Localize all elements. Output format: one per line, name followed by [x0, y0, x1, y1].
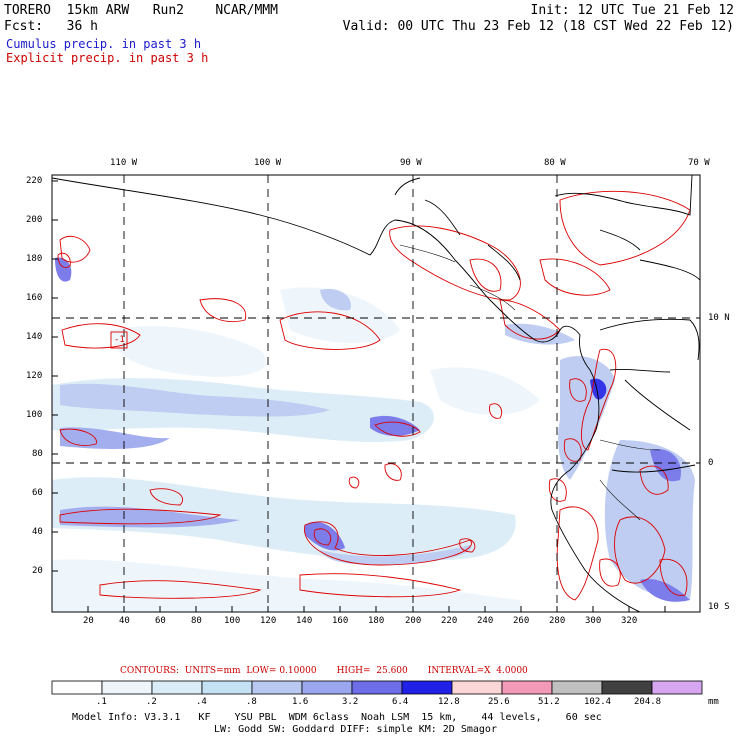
colorbar-label: .1: [96, 697, 107, 707]
lon-label-100w: 100 W: [254, 158, 282, 168]
colorbar-swatch: [301, 680, 353, 695]
color-bar: [51, 680, 703, 695]
colorbar-label: 12.8: [438, 697, 460, 707]
marker-box-label: -1: [114, 335, 125, 345]
lon-label-80w: 80 W: [544, 158, 566, 168]
lon-label-110w: 110 W: [110, 158, 138, 168]
x-tick-label: 100: [224, 616, 241, 626]
y-tick-label: 20: [32, 566, 43, 576]
y-tick-label: 220: [26, 176, 43, 186]
colorbar-swatch: [601, 680, 653, 695]
colorbar-swatch: [101, 680, 153, 695]
colorbar-label: 6.4: [392, 697, 409, 707]
y-tick-label: 80: [32, 449, 43, 459]
x-tick-label: 180: [368, 616, 385, 626]
lat-label-0: 0: [708, 458, 714, 468]
x-tick-label: 80: [191, 616, 202, 626]
y-tick-label: 180: [26, 254, 43, 264]
coastlines: [51, 174, 701, 613]
model-info: Model Info: V3.3.1 KF YSU PBL WDM 6class…: [72, 712, 602, 723]
x-tick-label: 300: [585, 616, 602, 626]
x-tick-label: 140: [296, 616, 313, 626]
y-tick-label: 40: [32, 527, 43, 537]
physics-info: LW: Godd SW: Goddard DIFF: simple KM: 2D…: [214, 724, 497, 735]
country-borders: [399, 244, 661, 521]
colorbar-swatch: [401, 680, 453, 695]
x-tick-label: 160: [332, 616, 349, 626]
x-tick-label: 200: [405, 616, 422, 626]
colorbar-swatch: [501, 680, 553, 695]
colorbar-label: 25.6: [488, 697, 510, 707]
init-time: Init: 12 UTC Tue 21 Feb 12: [530, 3, 735, 18]
colorbar-label: .2: [146, 697, 157, 707]
explicit-precip-label: Explicit precip. in past 3 h: [6, 51, 209, 65]
y-tick-label: 120: [26, 371, 43, 381]
colorbar-swatch: [651, 680, 703, 695]
y-tick-label: 200: [26, 215, 43, 225]
colorbar-label: 102.4: [584, 697, 612, 707]
model-title: TORERO 15km ARW Run2 NCAR/MMM: [4, 3, 278, 18]
x-tick-label: 240: [477, 616, 494, 626]
x-tick-label: 320: [621, 616, 638, 626]
colorbar-label: 204.8: [634, 697, 662, 707]
forecast-hour: Fcst: 36 h: [4, 19, 98, 34]
colorbar-swatch: [201, 680, 253, 695]
cumulus-precip-label: Cumulus precip. in past 3 h: [6, 37, 202, 51]
colorbar-units: mm: [708, 697, 719, 707]
lon-label-70w: 70 W: [688, 158, 710, 168]
colorbar-swatch: [151, 680, 203, 695]
contour-info: CONTOURS: UNITS=mm LOW= 0.10000 HIGH= 25…: [120, 666, 528, 676]
colorbar-swatch: [251, 680, 303, 695]
y-tick-label: 140: [26, 332, 43, 342]
y-tick-label: 60: [32, 488, 43, 498]
colorbar-label: .8: [246, 697, 257, 707]
colorbar-swatch: [351, 680, 403, 695]
colorbar-label: 51.2: [538, 697, 560, 707]
colorbar-swatch: [51, 680, 103, 695]
lon-label-90w: 90 W: [400, 158, 422, 168]
lat-label-10n: 10 N: [708, 313, 730, 323]
y-tick-label: 160: [26, 293, 43, 303]
x-tick-label: 20: [83, 616, 94, 626]
x-tick-label: 220: [441, 616, 458, 626]
bottom-ticks: [87, 606, 666, 612]
lat-label-10s: 10 S: [708, 602, 730, 612]
colorbar-swatch: [451, 680, 503, 695]
grid-marker-box: [110, 331, 128, 349]
colorbar-label: 1.6: [292, 697, 309, 707]
colorbar-label: .4: [196, 697, 207, 707]
y-tick-label: 100: [26, 410, 43, 420]
x-tick-label: 260: [513, 616, 530, 626]
colorbar-swatch: [551, 680, 603, 695]
lat-lon-grid: [52, 175, 700, 612]
explicit-contours: [57, 190, 691, 601]
x-tick-label: 280: [549, 616, 566, 626]
x-tick-label: 40: [119, 616, 130, 626]
valid-time: Valid: 00 UTC Thu 23 Feb 12 (18 CST Wed …: [342, 19, 734, 34]
x-tick-label: 60: [155, 616, 166, 626]
left-ticks: [52, 180, 58, 572]
precip-shading: [52, 257, 695, 612]
x-tick-label: 120: [260, 616, 277, 626]
colorbar-label: 3.2: [342, 697, 359, 707]
